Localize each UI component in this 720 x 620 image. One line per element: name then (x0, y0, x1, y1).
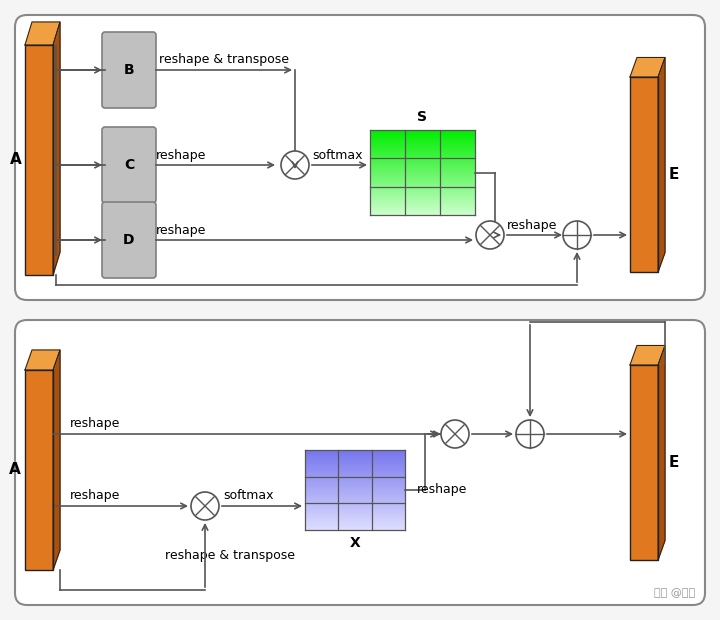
FancyBboxPatch shape (25, 370, 53, 570)
Text: softmax: softmax (312, 149, 362, 162)
FancyBboxPatch shape (25, 45, 53, 275)
Polygon shape (25, 22, 60, 45)
FancyBboxPatch shape (102, 32, 156, 108)
Text: E: E (669, 167, 679, 182)
Circle shape (441, 420, 469, 448)
Text: reshape & transpose: reshape & transpose (159, 53, 289, 66)
Text: reshape: reshape (70, 417, 120, 430)
FancyBboxPatch shape (102, 202, 156, 278)
Text: B: B (124, 63, 135, 77)
Text: 知乎 @黄浴: 知乎 @黄浴 (654, 588, 695, 598)
Text: E: E (669, 455, 679, 470)
Polygon shape (53, 22, 60, 275)
Text: reshape: reshape (507, 219, 557, 232)
Circle shape (476, 221, 504, 249)
FancyBboxPatch shape (630, 77, 658, 272)
Circle shape (516, 420, 544, 448)
Text: A: A (10, 153, 22, 167)
Text: A: A (9, 463, 21, 477)
Text: X: X (350, 536, 361, 550)
FancyBboxPatch shape (102, 127, 156, 203)
Text: C: C (124, 158, 134, 172)
Circle shape (281, 151, 309, 179)
Polygon shape (53, 350, 60, 570)
Text: reshape: reshape (156, 149, 207, 162)
Text: reshape: reshape (417, 484, 467, 497)
Text: S: S (418, 110, 428, 124)
Text: D: D (123, 233, 135, 247)
Text: softmax: softmax (223, 489, 274, 502)
Text: reshape: reshape (156, 224, 207, 237)
FancyBboxPatch shape (630, 365, 658, 560)
Text: reshape & transpose: reshape & transpose (165, 549, 295, 562)
Polygon shape (658, 345, 665, 560)
Polygon shape (658, 58, 665, 272)
Circle shape (191, 492, 219, 520)
Text: reshape: reshape (70, 489, 120, 502)
FancyBboxPatch shape (15, 320, 705, 605)
Polygon shape (630, 345, 665, 365)
Polygon shape (630, 58, 665, 77)
Circle shape (563, 221, 591, 249)
Polygon shape (25, 350, 60, 370)
FancyBboxPatch shape (15, 15, 705, 300)
